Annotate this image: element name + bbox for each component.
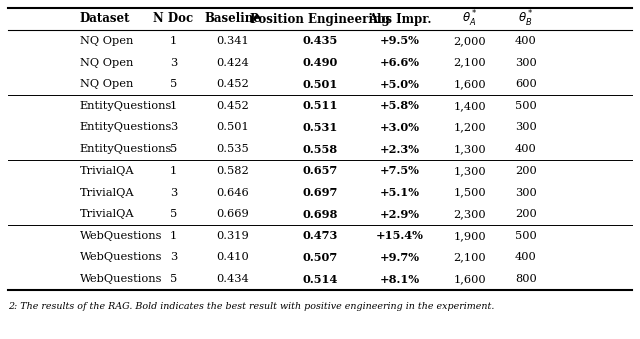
Text: 1,900: 1,900 xyxy=(454,231,486,241)
Text: +2.3%: +2.3% xyxy=(380,144,420,155)
Text: 0.473: 0.473 xyxy=(302,230,338,241)
Text: Abs Impr.: Abs Impr. xyxy=(368,13,431,25)
Text: +7.5%: +7.5% xyxy=(380,165,420,176)
Text: 0.535: 0.535 xyxy=(216,144,249,154)
Text: 5: 5 xyxy=(170,274,177,284)
Text: 1: 1 xyxy=(170,101,177,111)
Text: EntityQuestions: EntityQuestions xyxy=(80,122,172,133)
Text: WebQuestions: WebQuestions xyxy=(80,231,163,241)
Text: NQ Open: NQ Open xyxy=(80,79,133,89)
Text: 0.501: 0.501 xyxy=(302,79,338,90)
Text: 300: 300 xyxy=(515,187,537,198)
Text: 0.582: 0.582 xyxy=(216,166,249,176)
Text: WebQuestions: WebQuestions xyxy=(80,274,163,284)
Text: +15.4%: +15.4% xyxy=(376,230,424,241)
Text: EntityQuestions: EntityQuestions xyxy=(80,101,172,111)
Text: 0.531: 0.531 xyxy=(302,122,338,133)
Text: +2.9%: +2.9% xyxy=(380,209,420,220)
Text: 2,100: 2,100 xyxy=(454,253,486,262)
Text: 2,300: 2,300 xyxy=(454,209,486,219)
Text: TrivialQA: TrivialQA xyxy=(80,187,134,198)
Text: TrivialQA: TrivialQA xyxy=(80,209,134,219)
Text: 5: 5 xyxy=(170,144,177,154)
Text: 2,100: 2,100 xyxy=(454,58,486,67)
Text: NQ Open: NQ Open xyxy=(80,36,133,46)
Text: 600: 600 xyxy=(515,79,537,89)
Text: 2,000: 2,000 xyxy=(454,36,486,46)
Text: $\theta_B^*$: $\theta_B^*$ xyxy=(518,9,534,29)
Text: EntityQuestions: EntityQuestions xyxy=(80,144,172,154)
Text: 0.511: 0.511 xyxy=(302,100,338,111)
Text: 0.669: 0.669 xyxy=(216,209,249,219)
Text: 500: 500 xyxy=(515,101,537,111)
Text: +3.0%: +3.0% xyxy=(380,122,420,133)
Text: 5: 5 xyxy=(170,79,177,89)
Text: Dataset: Dataset xyxy=(80,13,131,25)
Text: 0.657: 0.657 xyxy=(302,165,338,176)
Text: +5.1%: +5.1% xyxy=(380,187,420,198)
Text: 1: 1 xyxy=(170,166,177,176)
Text: 0.435: 0.435 xyxy=(302,35,338,46)
Text: TrivialQA: TrivialQA xyxy=(80,166,134,176)
Text: 0.410: 0.410 xyxy=(216,253,249,262)
Text: 500: 500 xyxy=(515,231,537,241)
Text: 1,600: 1,600 xyxy=(454,79,486,89)
Text: +5.0%: +5.0% xyxy=(380,79,420,90)
Text: WebQuestions: WebQuestions xyxy=(80,253,163,262)
Text: 0.697: 0.697 xyxy=(302,187,338,198)
Text: +9.7%: +9.7% xyxy=(380,252,420,263)
Text: 0.319: 0.319 xyxy=(216,231,249,241)
Text: 5: 5 xyxy=(170,209,177,219)
Text: 200: 200 xyxy=(515,209,537,219)
Text: 1,500: 1,500 xyxy=(454,187,486,198)
Text: 400: 400 xyxy=(515,144,537,154)
Text: 0.341: 0.341 xyxy=(216,36,249,46)
Text: 0.698: 0.698 xyxy=(302,209,338,220)
Text: 1,600: 1,600 xyxy=(454,274,486,284)
Text: 300: 300 xyxy=(515,122,537,133)
Text: 1,300: 1,300 xyxy=(454,166,486,176)
Text: 800: 800 xyxy=(515,274,537,284)
Text: 0.646: 0.646 xyxy=(216,187,249,198)
Text: 0.434: 0.434 xyxy=(216,274,249,284)
Text: 1,300: 1,300 xyxy=(454,144,486,154)
Text: 0.514: 0.514 xyxy=(302,274,338,285)
Text: 300: 300 xyxy=(515,58,537,67)
Text: 400: 400 xyxy=(515,253,537,262)
Text: +8.1%: +8.1% xyxy=(380,274,420,285)
Text: 1,400: 1,400 xyxy=(454,101,486,111)
Text: 0.490: 0.490 xyxy=(302,57,338,68)
Text: 1: 1 xyxy=(170,36,177,46)
Text: 3: 3 xyxy=(170,58,177,67)
Text: 3: 3 xyxy=(170,122,177,133)
Text: +5.8%: +5.8% xyxy=(380,100,420,111)
Text: 3: 3 xyxy=(170,187,177,198)
Text: 0.424: 0.424 xyxy=(216,58,249,67)
Text: 400: 400 xyxy=(515,36,537,46)
Text: 200: 200 xyxy=(515,166,537,176)
Text: 0.507: 0.507 xyxy=(302,252,338,263)
Text: 0.501: 0.501 xyxy=(216,122,249,133)
Text: Baseline: Baseline xyxy=(204,13,261,25)
Text: NQ Open: NQ Open xyxy=(80,58,133,67)
Text: 3: 3 xyxy=(170,253,177,262)
Text: 1,200: 1,200 xyxy=(454,122,486,133)
Text: $\theta_A^*$: $\theta_A^*$ xyxy=(462,9,477,29)
Text: 2: The results of the RAG. Bold indicates the best result with positive engineer: 2: The results of the RAG. Bold indicate… xyxy=(8,302,494,311)
Text: N Doc: N Doc xyxy=(154,13,193,25)
Text: 0.452: 0.452 xyxy=(216,79,249,89)
Text: +9.5%: +9.5% xyxy=(380,35,420,46)
Text: +6.6%: +6.6% xyxy=(380,57,420,68)
Text: 0.452: 0.452 xyxy=(216,101,249,111)
Text: 0.558: 0.558 xyxy=(303,144,337,155)
Text: 1: 1 xyxy=(170,231,177,241)
Text: Position Engineering: Position Engineering xyxy=(250,13,390,25)
